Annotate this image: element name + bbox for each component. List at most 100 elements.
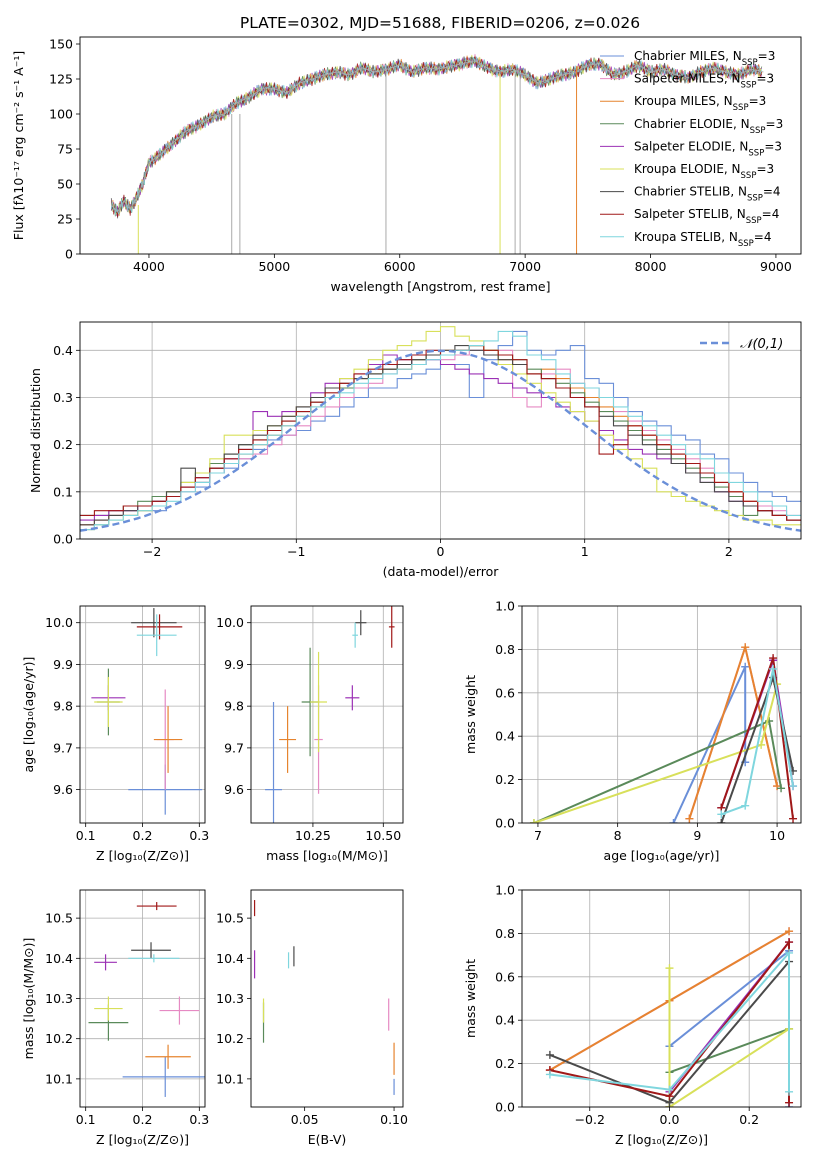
weight-marker <box>741 643 750 652</box>
x-tick-label: 8000 <box>635 259 667 274</box>
y-tick-label: 9.9 <box>53 657 73 672</box>
errorbar-point <box>136 902 177 911</box>
errorbars-mass-vs-EBV <box>253 900 395 1095</box>
legend-label: Chabrier MILES, NSSP=3 <box>634 49 775 68</box>
legend-label: 𝒩(0,1) <box>740 337 783 352</box>
weight-marker <box>789 814 798 823</box>
frame-age-vs-Z <box>79 605 206 824</box>
x-tick-label: 0.3 <box>189 1112 209 1127</box>
y-tick-label: 10.1 <box>45 1071 73 1086</box>
weight-marker <box>777 784 786 793</box>
weight-line <box>549 950 790 1092</box>
y-tick-label: 0.8 <box>495 926 515 941</box>
y-tick-label: 9.7 <box>224 740 244 755</box>
errorbar-point <box>128 954 180 963</box>
axes-spectrum: 4000 5000 6000 7000 8000 9000 0 25 50 75 100 125 150… <box>11 37 792 295</box>
y-tick-label: 0.4 <box>495 729 515 744</box>
y-tick-label: 10.5 <box>45 911 73 926</box>
weight-marker <box>665 964 674 973</box>
x-tick-label: 6000 <box>384 259 416 274</box>
y-tick-label: 10.2 <box>45 1031 73 1046</box>
axes-mass-vs-Z: 0.1 0.2 0.3 10.1 10.2 10.3 10.4 10.5 Z [log₁₀(Z/… <box>21 890 209 1147</box>
x-axis-label: age [log₁₀(age/yr)] <box>604 848 720 863</box>
y-axis-label: mass weight <box>463 675 478 754</box>
errorbar-point <box>145 1044 191 1069</box>
errorbars-age-vs-Z <box>91 608 203 815</box>
weight-marker <box>529 819 538 823</box>
y-tick-label: 0.1 <box>53 484 73 499</box>
weight-line <box>668 968 790 1107</box>
y-tick-label: 0.3 <box>53 390 73 405</box>
weight-marker <box>669 819 678 823</box>
x-tick-label: 5000 <box>258 259 290 274</box>
legend-label: Kroupa MILES, NSSP=3 <box>634 94 766 113</box>
y-axis-label: mass weight <box>463 959 478 1038</box>
x-tick-label: 4000 <box>133 259 165 274</box>
y-tick-label: 0.6 <box>495 685 515 700</box>
weight-marker <box>545 1050 554 1059</box>
x-axis-label: (data-model)/error <box>383 564 500 579</box>
errorbar-point <box>352 622 358 648</box>
errorbar-point <box>94 676 123 728</box>
weight-marker <box>741 662 750 671</box>
weight-marker <box>789 782 798 791</box>
x-tick-label: 7000 <box>509 259 541 274</box>
x-tick-label: 0.2 <box>739 1112 759 1127</box>
weight-marker <box>665 1085 674 1094</box>
frame-weight-vs-Z <box>521 889 802 1108</box>
x-axis-label: Z [log₁₀(Z/Z⊙)] <box>615 1132 708 1147</box>
y-axis-label: Normed distribution <box>28 368 43 493</box>
x-tick-label: −1 <box>287 544 305 559</box>
spectrum-legend: Chabrier MILES, NSSP=3 Salpeter MILES, NS… <box>600 49 783 249</box>
x-tick-label: 0.0 <box>660 1112 680 1127</box>
x-tick-label: −2 <box>143 544 161 559</box>
y-tick-label: 9.8 <box>53 699 73 714</box>
y-tick-label: 9.9 <box>224 657 244 672</box>
y-tick-label: 9.6 <box>224 782 244 797</box>
y-tick-label: 150 <box>49 37 73 52</box>
y-tick-label: 0.2 <box>495 1056 515 1071</box>
y-tick-label: 9.7 <box>53 740 73 755</box>
y-tick-label: 9.6 <box>53 782 73 797</box>
legend-label: Kroupa STELIB, NSSP=4 <box>634 230 772 249</box>
axes-age-vs-Z: 0.1 0.2 0.3 9.6 9.7 9.8 9.9 10.0 Z [log₁₀(Z/Z⊙)]… <box>21 606 209 863</box>
errorbar-point <box>345 685 360 711</box>
y-tick-label: 0.4 <box>495 1013 515 1028</box>
errorbar-point <box>153 706 183 773</box>
y-tick-label: 10.2 <box>216 1031 244 1046</box>
y-tick-label: 100 <box>49 107 73 122</box>
x-tick-label: 9000 <box>760 259 792 274</box>
y-tick-label: 10.1 <box>216 1071 244 1086</box>
weight-marker <box>785 938 794 947</box>
figure-title: PLATE=0302, MJD=51688, FIBERID=0206, z=0… <box>240 14 640 32</box>
spectrum-model-line <box>110 55 763 215</box>
x-tick-label: 7 <box>534 828 542 843</box>
weight-marker <box>741 801 750 810</box>
y-tick-label: 10.3 <box>45 991 73 1006</box>
legend-label: Chabrier ELODIE, NSSP=3 <box>634 117 783 136</box>
y-tick-label: 1.0 <box>495 883 515 898</box>
frame-age-vs-mass <box>250 605 404 824</box>
errorbar-point <box>388 606 395 648</box>
weight-marker <box>685 814 694 823</box>
x-tick-label: 1 <box>581 544 589 559</box>
errorbars-mass-vs-Z <box>88 902 205 1097</box>
y-tick-label: 0.0 <box>495 1100 515 1115</box>
weights-weight-vs-Z <box>545 927 794 1107</box>
x-tick-label: 0.2 <box>133 1112 153 1127</box>
errorbar-point <box>94 996 123 1021</box>
weight-marker <box>785 1098 794 1107</box>
weight-marker <box>717 819 726 823</box>
weights-weight-vs-age <box>529 643 798 823</box>
y-tick-label: 10.4 <box>45 951 73 966</box>
y-tick-label: 50 <box>57 177 73 192</box>
x-tick-label: 10.25 <box>295 828 331 843</box>
weight-marker <box>545 1070 554 1079</box>
x-axis-label: mass [log₁₀(M/M⊙)] <box>266 848 388 863</box>
y-tick-label: 10.3 <box>216 991 244 1006</box>
errorbar-point <box>265 701 282 823</box>
errorbar-point <box>355 610 367 636</box>
x-axis-label: wavelength [Angstrom, rest frame] <box>330 279 550 294</box>
x-tick-label: 9 <box>693 828 701 843</box>
weight-marker <box>717 810 726 819</box>
